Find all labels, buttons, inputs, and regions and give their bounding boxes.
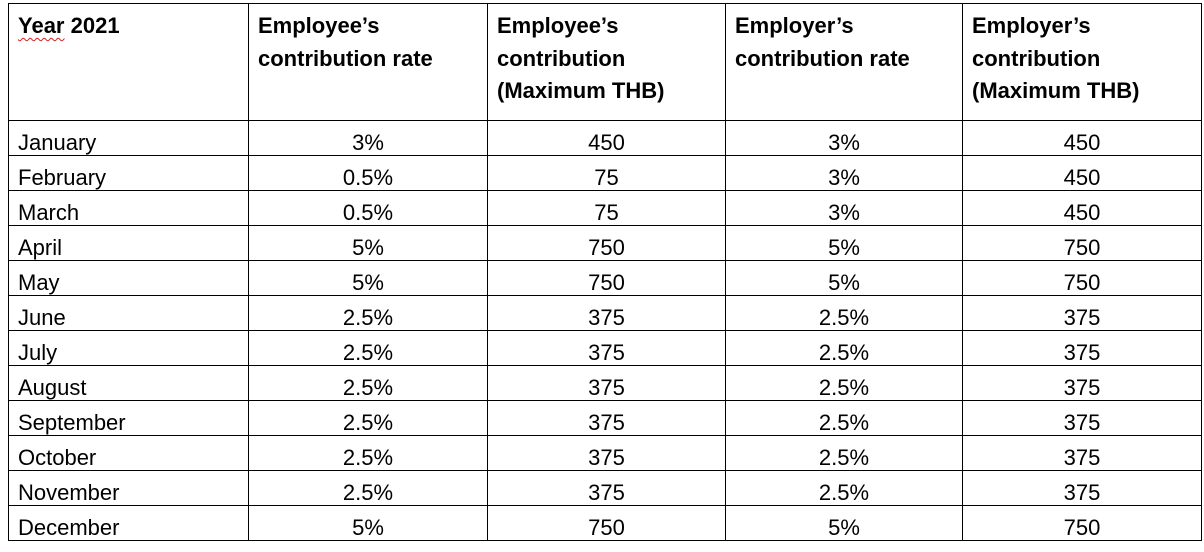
- header-line: Employee’s: [497, 13, 619, 38]
- cell-employer-max: 450: [962, 155, 1202, 191]
- cell-month: September: [8, 400, 249, 436]
- table-row: January 3% 450 3% 450: [8, 120, 1202, 156]
- cell-employer-max: 450: [962, 190, 1202, 226]
- cell-employee-max: 750: [487, 505, 726, 541]
- cell-employee-rate: 5%: [248, 260, 488, 296]
- cell-employer-max: 450: [962, 120, 1202, 156]
- table-row: April 5% 750 5% 750: [8, 225, 1202, 261]
- cell-employee-rate: 2.5%: [248, 330, 488, 366]
- cell-employee-max: 375: [487, 435, 726, 471]
- header-employee-rate: Employee’s contribution rate: [248, 3, 488, 121]
- table-row: August 2.5% 375 2.5% 375: [8, 365, 1202, 401]
- cell-month: July: [8, 330, 249, 366]
- year-word: Year: [18, 13, 65, 38]
- cell-employer-rate: 3%: [725, 190, 963, 226]
- header-line: contribution rate: [258, 45, 433, 71]
- table-body: January 3% 450 3% 450 February 0.5% 75 3…: [8, 120, 1202, 541]
- cell-employer-rate: 2.5%: [725, 470, 963, 506]
- cell-month: May: [8, 260, 249, 296]
- cell-employee-max: 750: [487, 260, 726, 296]
- cell-employee-max: 450: [487, 120, 726, 156]
- cell-month: April: [8, 225, 249, 261]
- cell-employer-rate: 5%: [725, 225, 963, 261]
- cell-employee-rate: 2.5%: [248, 470, 488, 506]
- cell-month: December: [8, 505, 249, 541]
- header-line: contribution: [497, 45, 626, 71]
- cell-employer-max: 375: [962, 295, 1202, 331]
- cell-employee-max: 375: [487, 365, 726, 401]
- table-header: Year 2021 Employee’s contribution rate E…: [8, 3, 1202, 121]
- cell-employee-max: 375: [487, 295, 726, 331]
- cell-employee-max: 75: [487, 155, 726, 191]
- header-line: Employee’s: [258, 13, 380, 38]
- cell-employee-max: 75: [487, 190, 726, 226]
- header-line: (Maximum THB): [972, 78, 1140, 103]
- cell-employee-rate: 0.5%: [248, 155, 488, 191]
- table-row: October 2.5% 375 2.5% 375: [8, 435, 1202, 471]
- cell-month: October: [8, 435, 249, 471]
- cell-employee-max: 375: [487, 470, 726, 506]
- contribution-table: Year 2021 Employee’s contribution rate E…: [8, 3, 1202, 541]
- cell-employer-rate: 2.5%: [725, 365, 963, 401]
- table-row: December 5% 750 5% 750: [8, 505, 1202, 541]
- cell-employee-max: 375: [487, 330, 726, 366]
- table-row: November 2.5% 375 2.5% 375: [8, 470, 1202, 506]
- cell-employee-rate: 0.5%: [248, 190, 488, 226]
- header-employer-rate: Employer’s contribution rate: [725, 3, 963, 121]
- header-line: contribution rate: [735, 45, 910, 71]
- cell-employer-max: 375: [962, 470, 1202, 506]
- header-employer-contribution: Employer’s contribution (Maximum THB): [962, 3, 1202, 121]
- cell-month: August: [8, 365, 249, 401]
- cell-employee-rate: 5%: [248, 225, 488, 261]
- header-year: Year 2021: [8, 3, 249, 121]
- cell-employer-rate: 5%: [725, 260, 963, 296]
- cell-employer-rate: 2.5%: [725, 400, 963, 436]
- header-employee-contribution: Employee’s contribution (Maximum THB): [487, 3, 726, 121]
- cell-employer-max: 375: [962, 435, 1202, 471]
- table-row: February 0.5% 75 3% 450: [8, 155, 1202, 191]
- table-row: May 5% 750 5% 750: [8, 260, 1202, 296]
- cell-employer-max: 375: [962, 400, 1202, 436]
- table-row: March 0.5% 75 3% 450: [8, 190, 1202, 226]
- header-line: Employer’s: [735, 13, 854, 38]
- cell-employer-rate: 3%: [725, 155, 963, 191]
- cell-employee-rate: 2.5%: [248, 295, 488, 331]
- table-row: September 2.5% 375 2.5% 375: [8, 400, 1202, 436]
- header-line: Employer’s: [972, 13, 1091, 38]
- cell-employer-rate: 5%: [725, 505, 963, 541]
- table-row: July 2.5% 375 2.5% 375: [8, 330, 1202, 366]
- cell-employee-max: 375: [487, 400, 726, 436]
- cell-employer-max: 750: [962, 260, 1202, 296]
- header-row: Year 2021 Employee’s contribution rate E…: [8, 3, 1202, 121]
- cell-employee-rate: 2.5%: [248, 365, 488, 401]
- cell-month: June: [8, 295, 249, 331]
- year-value: 2021: [64, 13, 120, 38]
- cell-employer-max: 750: [962, 505, 1202, 541]
- cell-month: November: [8, 470, 249, 506]
- cell-employer-rate: 3%: [725, 120, 963, 156]
- cell-employer-max: 750: [962, 225, 1202, 261]
- cell-employee-rate: 3%: [248, 120, 488, 156]
- cell-employee-rate: 5%: [248, 505, 488, 541]
- cell-employee-rate: 2.5%: [248, 400, 488, 436]
- cell-month: February: [8, 155, 249, 191]
- cell-employer-rate: 2.5%: [725, 435, 963, 471]
- cell-employer-rate: 2.5%: [725, 330, 963, 366]
- cell-employer-max: 375: [962, 365, 1202, 401]
- cell-employer-max: 375: [962, 330, 1202, 366]
- cell-employee-rate: 2.5%: [248, 435, 488, 471]
- table-row: June 2.5% 375 2.5% 375: [8, 295, 1202, 331]
- header-line: (Maximum THB): [497, 78, 665, 103]
- cell-month: January: [8, 120, 249, 156]
- cell-employer-rate: 2.5%: [725, 295, 963, 331]
- cell-month: March: [8, 190, 249, 226]
- header-line: contribution: [972, 45, 1101, 71]
- cell-employee-max: 750: [487, 225, 726, 261]
